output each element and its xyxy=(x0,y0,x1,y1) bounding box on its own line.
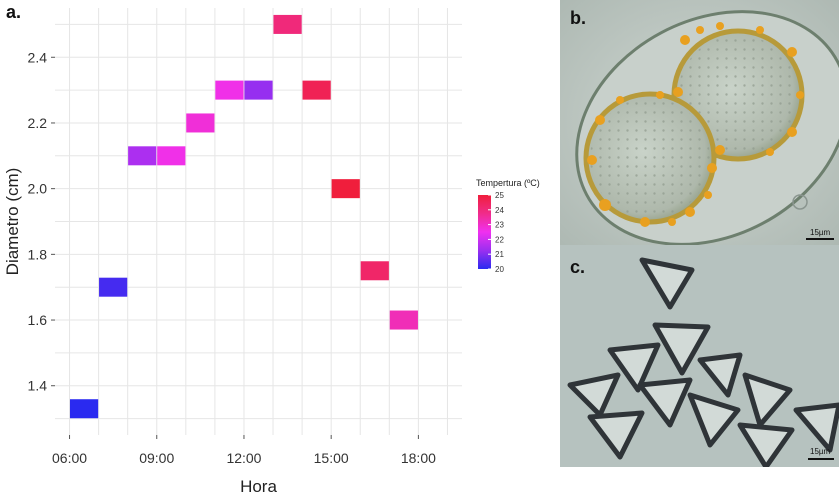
x-axis-label: Hora xyxy=(240,477,277,496)
legend-tick-label: 20 xyxy=(495,265,504,274)
micrograph-b: 15µm xyxy=(560,0,839,245)
y-tick-label: 1.8 xyxy=(28,246,48,262)
heat-tile-1 xyxy=(99,277,128,297)
y-tick-label: 2.2 xyxy=(28,115,48,131)
x-tick-label: 15:00 xyxy=(314,450,349,466)
y-tick-label: 2.0 xyxy=(28,181,48,197)
legend-tick-label: 24 xyxy=(495,206,504,215)
y-tick-label: 2.4 xyxy=(28,49,48,65)
legend-tick-label: 23 xyxy=(495,221,504,230)
y-axis-label: Diametro (cm) xyxy=(3,168,22,276)
x-tick-label: 06:00 xyxy=(52,450,87,466)
heat-tile-5 xyxy=(215,80,244,100)
micrograph-b-image: 15µm xyxy=(560,0,839,245)
scale-label-c: 15µm xyxy=(810,447,831,456)
heat-tile-0 xyxy=(69,399,99,419)
panel-label-b: b. xyxy=(570,8,586,28)
legend-tick-label: 21 xyxy=(495,250,504,259)
legend-colorbar xyxy=(478,195,491,269)
diameter-chart: 06:00 09:00 12:00 15:00 18:00 1.4 1.6 1.8 2.0 2.2… xyxy=(3,8,540,496)
y-tick-label: 1.4 xyxy=(28,378,48,394)
heat-tile-3 xyxy=(157,146,186,166)
x-tick-label: 09:00 xyxy=(139,450,174,466)
legend-title: Tempertura (ºC) xyxy=(476,178,540,188)
heat-tile-9 xyxy=(331,179,360,199)
micrograph-c: 15µm xyxy=(560,245,839,467)
heat-tile-4 xyxy=(186,113,215,133)
scale-label-b: 15µm xyxy=(810,228,831,237)
heat-tile-11 xyxy=(389,310,418,330)
legend-tick-label: 25 xyxy=(495,191,504,200)
x-tick-label: 18:00 xyxy=(401,450,436,466)
heat-tile-6 xyxy=(244,80,273,100)
x-tick-label: 12:00 xyxy=(226,450,261,466)
panel-label-c: c. xyxy=(570,257,586,277)
micrograph-c-image: 15µm xyxy=(560,245,839,467)
heat-tile-2 xyxy=(128,146,157,166)
panel-label-a: a. xyxy=(6,2,22,22)
legend-tick-label: 22 xyxy=(495,235,504,244)
heat-tile-7 xyxy=(273,14,302,34)
y-tick-label: 1.6 xyxy=(28,312,48,328)
heat-tile-10 xyxy=(360,261,389,281)
heat-tile-8 xyxy=(302,80,331,100)
